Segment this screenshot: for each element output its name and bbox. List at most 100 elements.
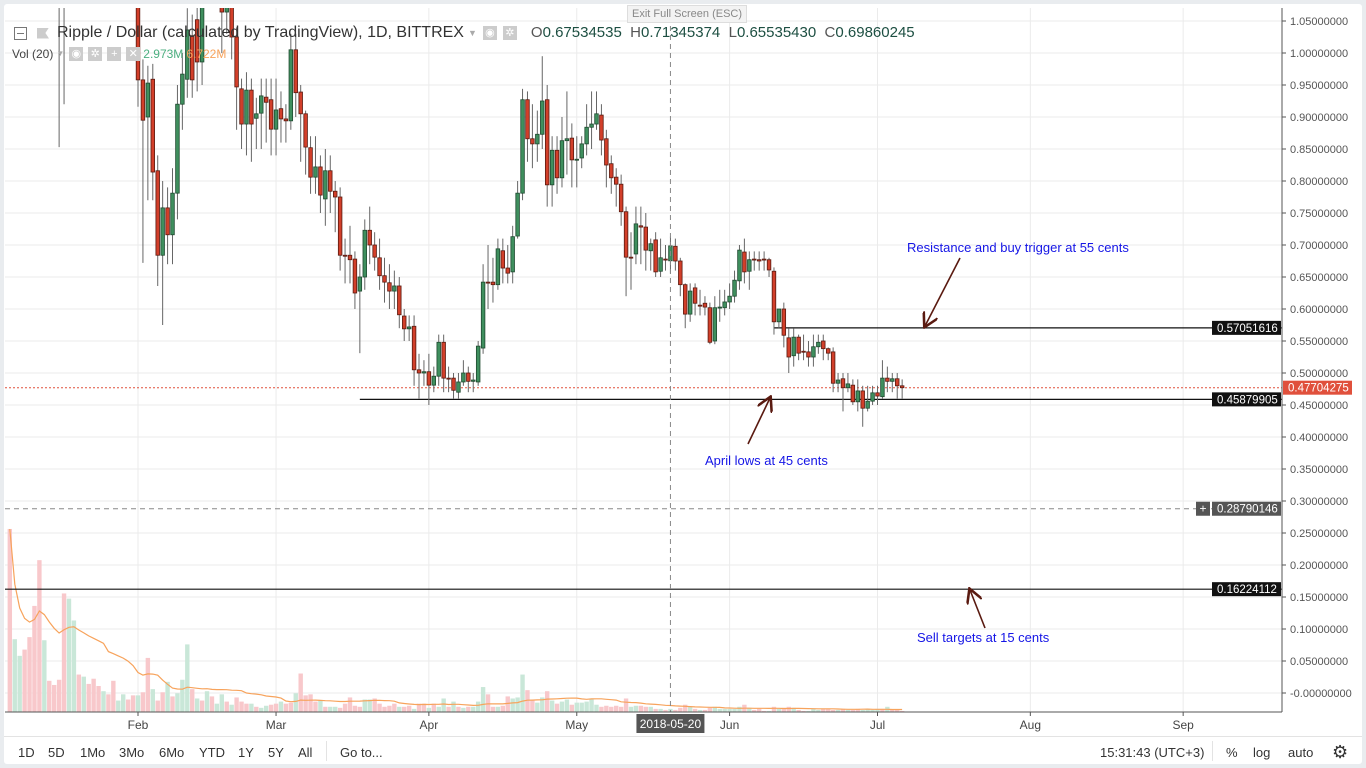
candle-down: [328, 170, 333, 192]
volume-bar: [268, 704, 274, 712]
candle-down: [372, 244, 377, 258]
eye-icon[interactable]: ◉: [69, 47, 84, 61]
candle-down: [821, 340, 826, 350]
gear-icon[interactable]: ✲: [502, 26, 517, 40]
candle-down: [426, 371, 432, 386]
range-1d[interactable]: 1D: [18, 745, 35, 760]
volume-bar: [510, 698, 515, 712]
horizontal-levels[interactable]: [5, 327, 1282, 590]
percent-toggle[interactable]: %: [1226, 745, 1238, 760]
candle-up: [890, 378, 895, 382]
flag-icon[interactable]: [37, 27, 49, 39]
plus-icon[interactable]: +: [107, 47, 122, 61]
auto-toggle[interactable]: auto: [1288, 745, 1314, 760]
candle-down: [308, 147, 313, 178]
price-tick-label: 0.10000000: [1290, 624, 1348, 636]
price-chart[interactable]: 2018-05-20 + 1.05000000 1.00000000 0.950000…: [4, 4, 1362, 736]
volume-bar: [604, 705, 609, 712]
range-3mo[interactable]: 3Mo: [119, 745, 145, 760]
volume-label[interactable]: Vol (20): [12, 47, 54, 61]
time-tick-label: Aug: [1020, 718, 1041, 732]
candle-up: [259, 95, 264, 114]
volume-bar: [372, 698, 377, 712]
price-axis[interactable]: 1.05000000 1.00000000 0.95000000 0.90000000…: [1212, 8, 1352, 712]
candle-down: [544, 99, 550, 186]
annotation-arrows[interactable]: [747, 257, 986, 629]
volume-bar: [456, 706, 461, 712]
volume-bar: [806, 710, 811, 712]
volume-bar: [259, 707, 264, 712]
candle-down: [347, 254, 353, 261]
settings-gear-icon[interactable]: ⚙: [1332, 742, 1349, 762]
volume-bar: [170, 696, 175, 712]
volume-bar: [337, 707, 343, 712]
volume-bar: [382, 706, 387, 712]
price-tick-label: 0.45000000: [1290, 400, 1348, 412]
candle-up: [845, 383, 851, 389]
price-tick-label: 0.50000000: [1290, 368, 1348, 380]
annotation-arrow[interactable]: [970, 590, 986, 629]
dropdown-icon[interactable]: ▼: [467, 28, 477, 38]
range-all[interactable]: All: [298, 745, 313, 760]
volume-bar: [609, 706, 614, 712]
candle-up: [658, 257, 663, 272]
collapse-icon[interactable]: [14, 26, 27, 40]
range-ytd[interactable]: YTD: [199, 745, 225, 760]
candle-down: [229, 8, 234, 38]
volume-bar: [461, 707, 466, 712]
close-icon[interactable]: ✕: [126, 47, 141, 61]
plus-icon[interactable]: +: [1199, 502, 1206, 516]
volume-bar: [515, 697, 520, 712]
volume-bar: [406, 705, 412, 712]
volume-bar: [377, 703, 382, 712]
range-6mo[interactable]: 6Mo: [159, 745, 185, 760]
annotation-april-lows[interactable]: April lows at 45 cents: [705, 453, 828, 468]
volume-bar: [190, 689, 195, 712]
gear-icon[interactable]: ✲: [88, 47, 103, 61]
candle-down: [239, 88, 244, 125]
price-tick-label: 0.75000000: [1290, 208, 1348, 220]
candle-down: [761, 258, 767, 261]
volume-bar: [771, 706, 777, 712]
bottom-toolbar: 1D 5D 1Mo 3Mo 6Mo YTD 1Y 5Y All Go to...…: [4, 736, 1362, 765]
candle-up: [776, 308, 782, 323]
range-5d[interactable]: 5D: [48, 745, 65, 760]
volume-bar: [436, 706, 441, 712]
volume-bar: [421, 703, 427, 712]
candle-up: [791, 336, 796, 357]
volume-bar: [471, 706, 476, 712]
volume-bar: [446, 706, 451, 712]
candle-up: [594, 113, 599, 125]
volume-bar: [32, 605, 37, 712]
symbol-title[interactable]: Ripple / Dollar (calculated by TradingVi…: [57, 24, 464, 41]
annotation-sell-targets[interactable]: Sell targets at 15 cents: [917, 630, 1050, 645]
volume-bar: [732, 708, 737, 712]
time-axis[interactable]: Feb Mar Apr May Jun Jul Aug Sep: [5, 711, 1282, 732]
annotation-arrow[interactable]: [747, 398, 770, 445]
range-1y[interactable]: 1Y: [238, 745, 254, 760]
candle-up: [737, 249, 742, 282]
candle-up: [722, 301, 727, 309]
price-tick-label: 0.60000000: [1290, 304, 1348, 316]
candle-down: [614, 176, 619, 185]
annotation-resistance[interactable]: Resistance and buy trigger at 55 cents: [907, 240, 1129, 255]
volume-bar: [402, 706, 407, 712]
volume-bar: [899, 710, 905, 712]
range-5y[interactable]: 5Y: [268, 745, 284, 760]
log-toggle[interactable]: log: [1253, 745, 1271, 760]
annotation-arrow[interactable]: [925, 257, 961, 326]
volume-bar: [254, 706, 259, 712]
goto-button[interactable]: Go to...: [340, 745, 383, 760]
candle-down: [766, 259, 772, 271]
range-1mo[interactable]: 1Mo: [80, 745, 106, 760]
volume-bar: [747, 707, 752, 712]
candle-up: [145, 82, 151, 118]
add-alert-plus-button[interactable]: [1196, 501, 1210, 516]
eye-icon[interactable]: ◉: [482, 26, 497, 40]
price-axis-label: 0.16224112: [1217, 584, 1277, 596]
volume-bar: [22, 649, 27, 712]
candle-up: [712, 307, 718, 342]
dropdown-icon[interactable]: ▼: [56, 49, 65, 58]
price-tick-label: 0.90000000: [1290, 112, 1348, 124]
clock[interactable]: 15:31:43 (UTC+3): [1100, 745, 1205, 760]
